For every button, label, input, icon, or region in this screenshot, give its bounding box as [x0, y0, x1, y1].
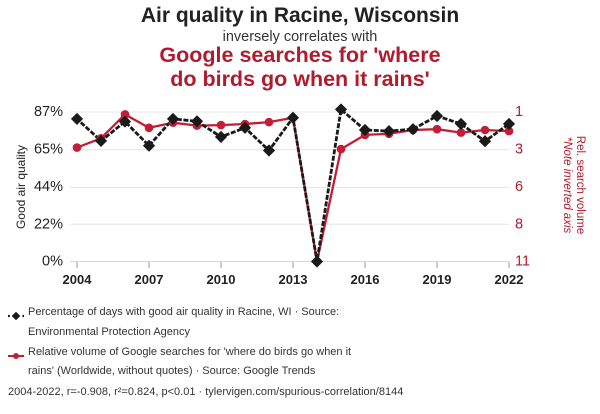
svg-text:2004: 2004 — [63, 272, 93, 287]
svg-text:2007: 2007 — [135, 272, 164, 287]
svg-text:2022: 2022 — [495, 272, 524, 287]
svg-text:1: 1 — [515, 104, 523, 120]
svg-text:3: 3 — [515, 142, 523, 158]
svg-text:22%: 22% — [34, 217, 63, 233]
svg-text:6: 6 — [515, 179, 523, 195]
svg-text:2019: 2019 — [423, 272, 452, 287]
svg-text:2016: 2016 — [351, 272, 380, 287]
svg-text:11: 11 — [515, 254, 530, 270]
svg-text:87%: 87% — [34, 104, 63, 120]
svg-text:0%: 0% — [42, 254, 63, 270]
svg-text:8: 8 — [515, 217, 523, 233]
svg-text:2010: 2010 — [207, 272, 236, 287]
svg-text:2013: 2013 — [279, 272, 308, 287]
svg-text:65%: 65% — [34, 142, 63, 158]
svg-text:44%: 44% — [34, 179, 63, 195]
